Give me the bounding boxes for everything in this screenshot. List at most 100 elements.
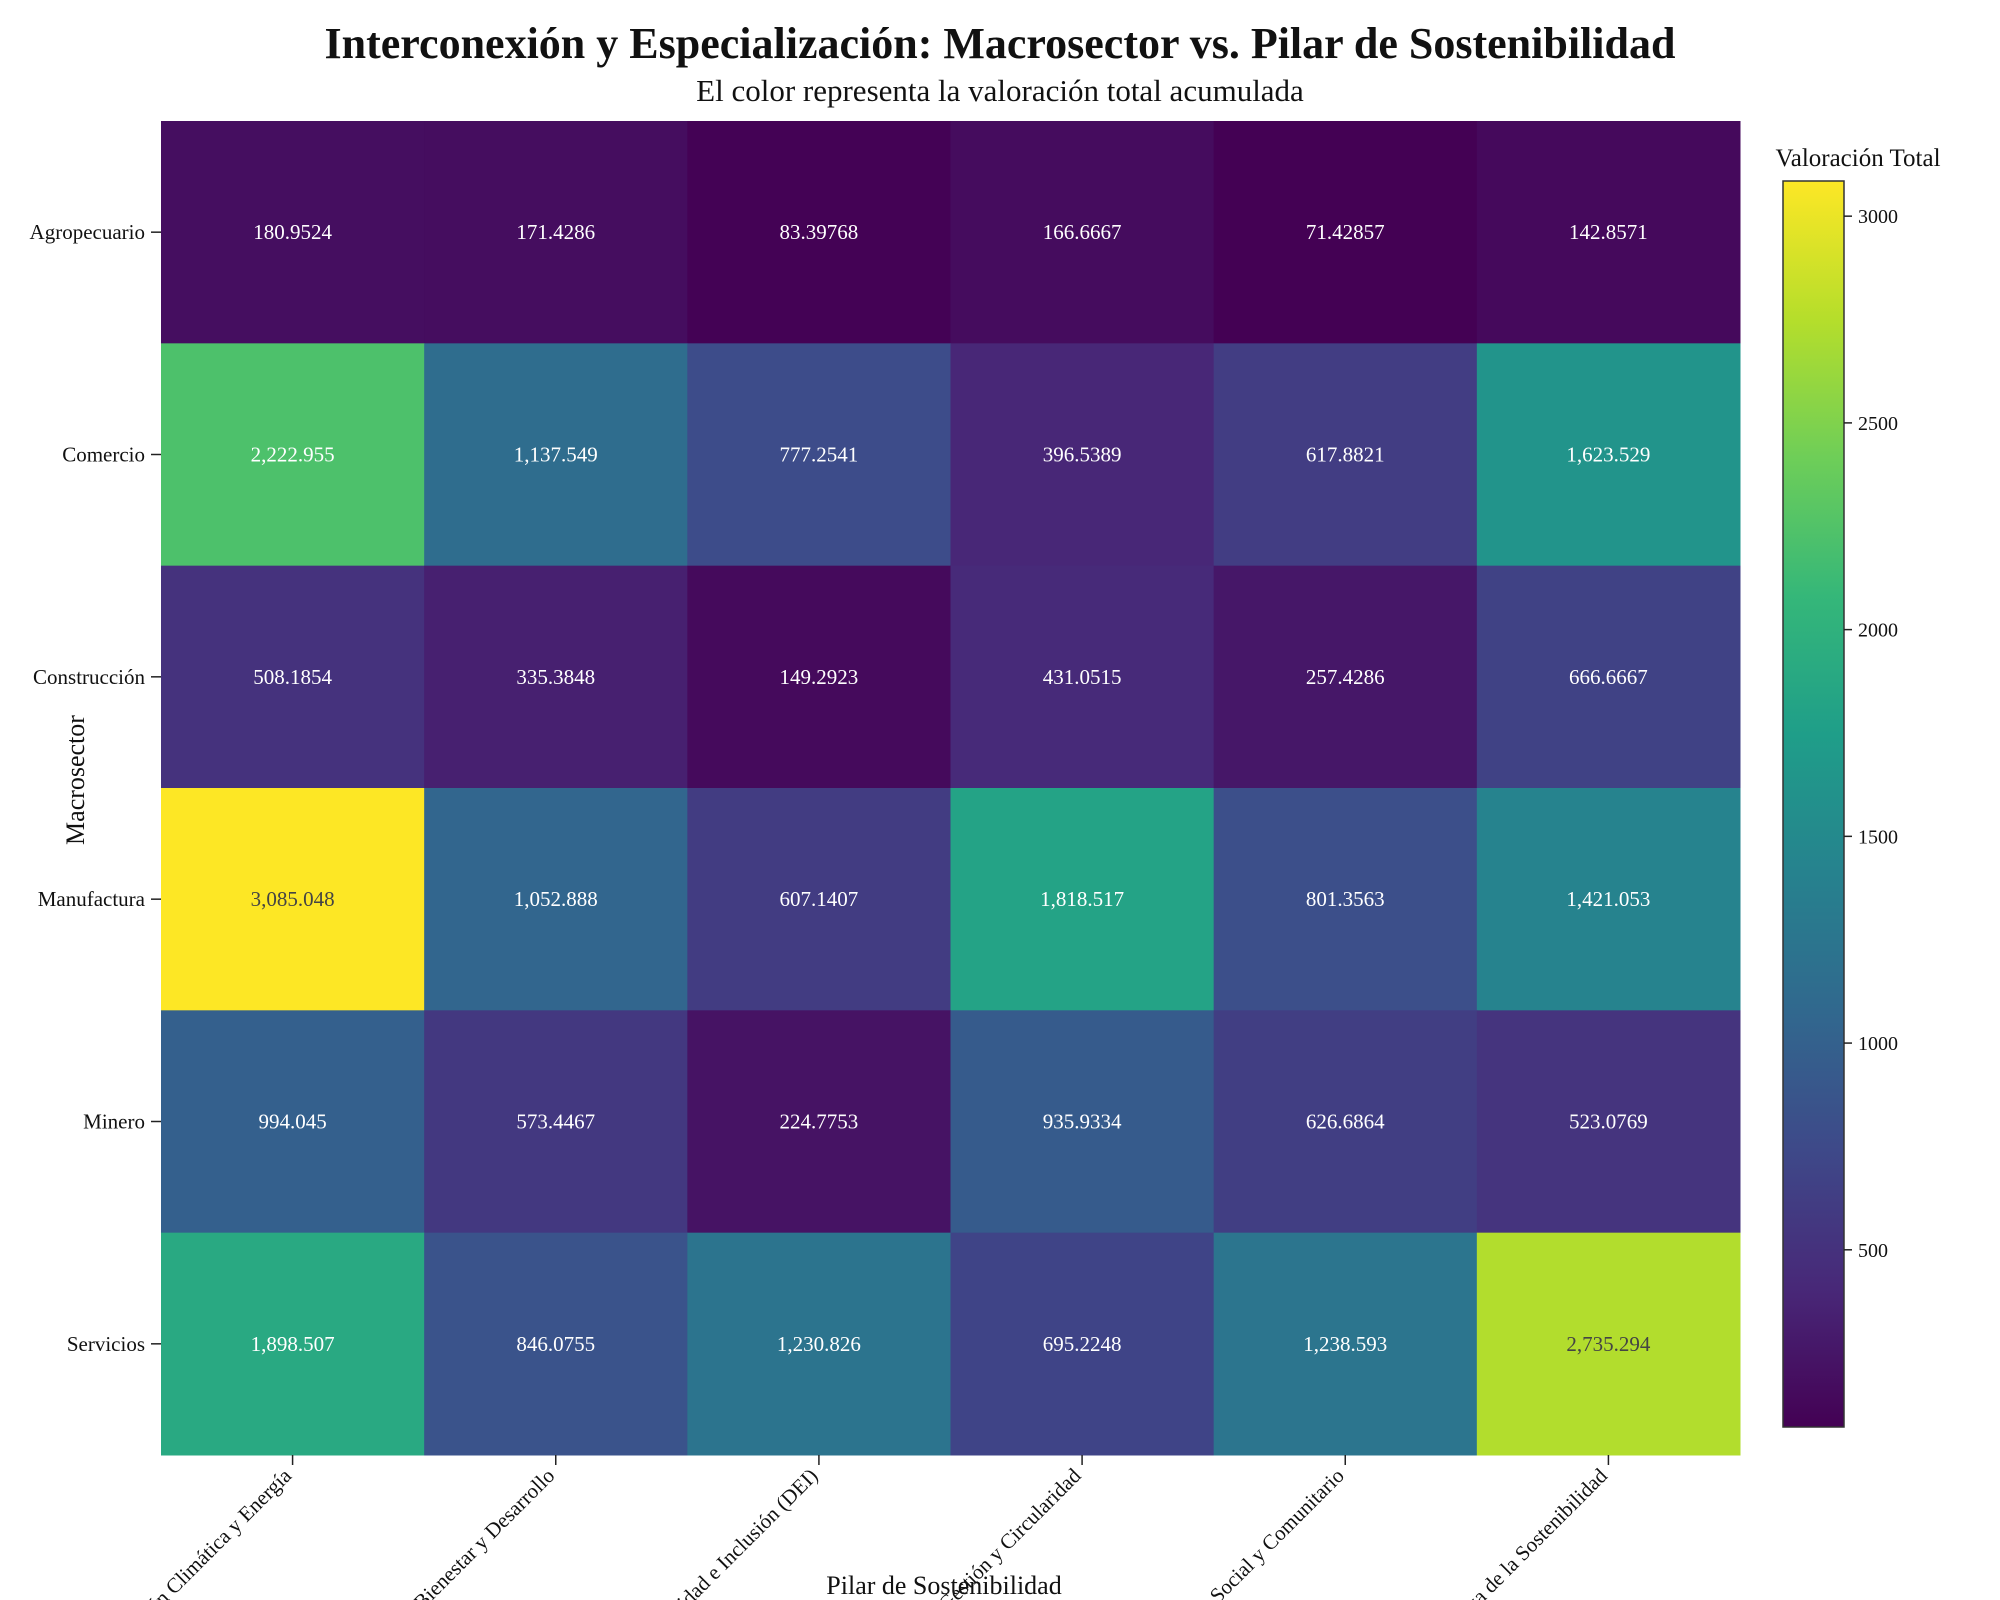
x-tick-label: Acción Climática y Energía <box>114 1463 297 1600</box>
colorbar-ticks: 500 1000 1500 2000 2500 3000 <box>1844 206 1898 1262</box>
cell-label: 695.2248 <box>1043 1332 1122 1356</box>
cell-label: 257.4286 <box>1306 665 1385 689</box>
cell-label: 626.6864 <box>1306 1110 1385 1134</box>
colorbar: Valoración Total 500 1000 1500 2000 2500 3000 <box>1775 145 1941 1428</box>
cell-label: 666.6667 <box>1569 665 1648 689</box>
cell-label: 1,898.507 <box>251 1332 335 1356</box>
cell-label: 935.9334 <box>1043 1110 1122 1134</box>
cell-label: 431.0515 <box>1043 665 1122 689</box>
heatmap-cell <box>950 1232 1215 1456</box>
cell-label: 617.8821 <box>1306 443 1385 467</box>
heatmap-cell <box>424 1232 688 1456</box>
heatmap-cell <box>1213 1232 1478 1456</box>
heatmap-cell <box>1476 565 1741 789</box>
heatmap-cell <box>1213 343 1478 567</box>
cell-label: 801.3563 <box>1306 887 1385 911</box>
colorbar-title: Valoración Total <box>1775 145 1940 172</box>
heatmap-cell <box>161 1010 425 1234</box>
cell-label: 224.7753 <box>780 1110 859 1134</box>
heatmap-cell <box>687 565 951 789</box>
colorbar-tick-label: 2000 <box>1858 620 1898 642</box>
cell-label: 846.0755 <box>516 1332 595 1356</box>
x-tick-label: Impacto Social y Comunitario <box>1152 1464 1348 1600</box>
heatmap-cell <box>1213 121 1478 344</box>
x-tick-label: Bienestar y Desarrollo <box>409 1464 560 1600</box>
chart-title: Interconexión y Especialización: Macrose… <box>325 19 1676 68</box>
x-axis-label: Pilar de Sostenibilidad <box>826 1571 1061 1600</box>
heatmap-cell <box>687 1232 951 1456</box>
cell-label: 994.045 <box>258 1110 326 1134</box>
heatmap-cell <box>161 1232 425 1456</box>
heatmap-cell <box>687 121 951 344</box>
colorbar-gradient <box>1782 180 1845 1428</box>
cell-label: 1,623.529 <box>1566 443 1650 467</box>
cell-label: 508.1854 <box>253 665 332 689</box>
x-tick-label: Diversidad e Inclusión (DEI) <box>633 1464 823 1600</box>
heatmap-cell <box>161 788 425 1011</box>
heatmap-cell <box>1476 1010 1741 1234</box>
colorbar-tick-label: 1000 <box>1858 1033 1898 1055</box>
colorbar-tick-label: 3000 <box>1858 206 1898 228</box>
y-tick-label: Agropecuario <box>30 220 145 244</box>
cell-label: 71.42857 <box>1306 220 1385 244</box>
colorbar-tick-label: 1500 <box>1858 826 1898 848</box>
heatmap-cell <box>424 788 688 1011</box>
heatmap-cell <box>950 1010 1215 1234</box>
heatmap-cell <box>424 565 688 789</box>
y-tick-label: Minero <box>83 1110 145 1134</box>
y-tick-label: Comercio <box>62 443 145 467</box>
heatmap-cell <box>161 121 425 344</box>
cell-label: 2,735.294 <box>1566 1332 1651 1356</box>
cell-label: 149.2923 <box>780 665 859 689</box>
heatmap-cell <box>1476 788 1741 1011</box>
cell-label: 335.3848 <box>516 665 595 689</box>
cell-label: 396.5389 <box>1043 443 1122 467</box>
cell-label: 1,052.888 <box>514 887 598 911</box>
heatmap-cells: 180.9524 171.4286 83.39768 166.6667 71.42857… <box>161 121 1741 1456</box>
heatmap-cell <box>424 121 688 344</box>
cell-label: 1,238.593 <box>1303 1332 1387 1356</box>
cell-label: 523.0769 <box>1569 1110 1648 1134</box>
cell-label: 171.4286 <box>516 220 595 244</box>
cell-label: 83.39768 <box>780 220 859 244</box>
cell-label: 1,137.549 <box>514 443 598 467</box>
heatmap-cell <box>1476 121 1741 344</box>
heatmap-cell <box>687 343 951 567</box>
cell-label: 607.1407 <box>780 887 859 911</box>
heatmap-cell <box>161 565 425 789</box>
y-tick-label: Servicios <box>67 1332 145 1356</box>
cell-label: 2,222.955 <box>251 443 335 467</box>
cell-label: 166.6667 <box>1043 220 1122 244</box>
heatmap-cell <box>687 1010 951 1234</box>
cell-label: 1,230.826 <box>777 1332 861 1356</box>
colorbar-tick-label: 2500 <box>1858 413 1898 435</box>
heatmap-cell <box>950 343 1215 567</box>
x-tick-label: Gobernanza de la Sostenibilidad <box>1402 1463 1612 1600</box>
cell-label: 1,818.517 <box>1040 887 1124 911</box>
heatmap-cell <box>1213 788 1478 1011</box>
heatmap-cell <box>1476 1232 1741 1456</box>
cell-label: 3,085.048 <box>251 887 335 911</box>
heatmap-cell <box>1213 1010 1478 1234</box>
cell-label: 573.4467 <box>516 1110 595 1134</box>
heatmap-cell <box>1213 565 1478 789</box>
cell-label: 142.8571 <box>1569 220 1648 244</box>
cell-label: 180.9524 <box>253 220 332 244</box>
heatmap-cell <box>1476 343 1741 567</box>
heatmap-cell <box>950 565 1215 789</box>
cell-label: 777.2541 <box>780 443 859 467</box>
y-axis-label: Macrosector <box>61 715 90 845</box>
cell-label: 1,421.053 <box>1566 887 1650 911</box>
heatmap-cell <box>950 121 1215 344</box>
y-tick-label: Construcción <box>33 665 145 689</box>
chart-subtitle: El color representa la valoración total … <box>696 73 1304 108</box>
heatmap-cell <box>424 1010 688 1234</box>
y-axis: Agropecuario Comercio Construcción Manufact… <box>30 220 161 1356</box>
y-tick-label: Manufactura <box>38 887 146 911</box>
heatmap-cell <box>687 788 951 1011</box>
heatmap-cell <box>950 788 1215 1011</box>
heatmap-cell <box>424 343 688 567</box>
heatmap-cell <box>161 343 425 567</box>
colorbar-tick-label: 500 <box>1858 1240 1888 1262</box>
